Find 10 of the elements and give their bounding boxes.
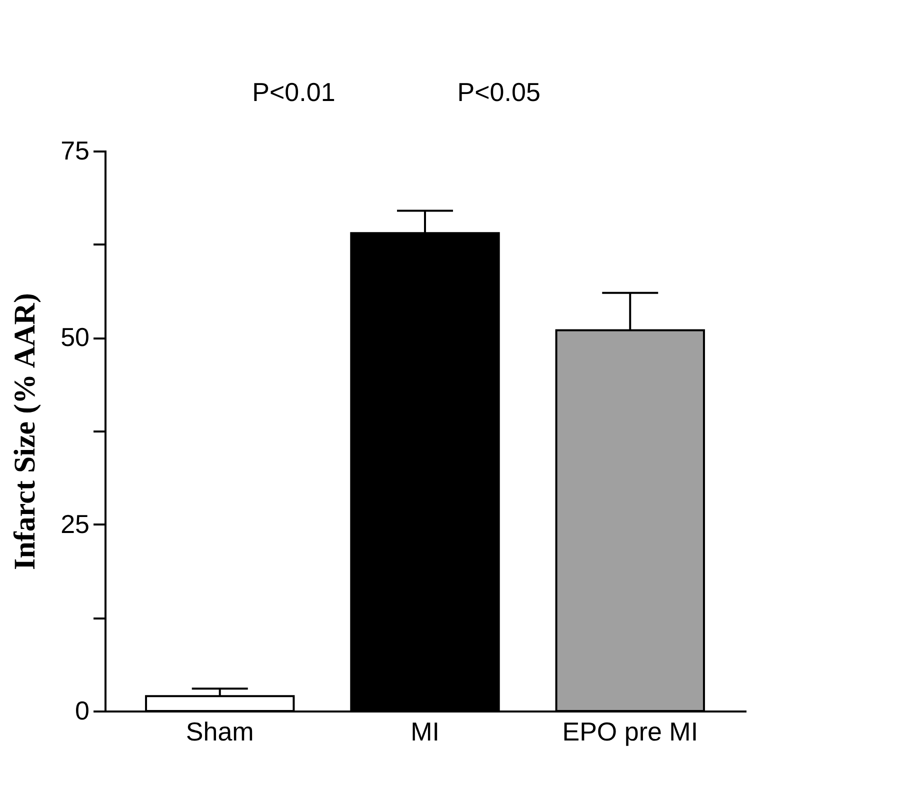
y-tick-label: 0 [75,696,90,726]
text: P<0.05 [457,77,540,107]
text: P<0.01 [252,77,336,107]
y-tick-label: 75 [60,136,90,166]
y-tick-label: 50 [60,322,90,352]
y-axis-title: Infarct Size (% AAR) [8,293,42,570]
x-tick-label: EPO pre MI [562,716,698,746]
x-tick-label: MI [410,716,440,746]
x-tick-label: Sham [186,716,254,746]
y-tick-label: 25 [60,508,90,539]
